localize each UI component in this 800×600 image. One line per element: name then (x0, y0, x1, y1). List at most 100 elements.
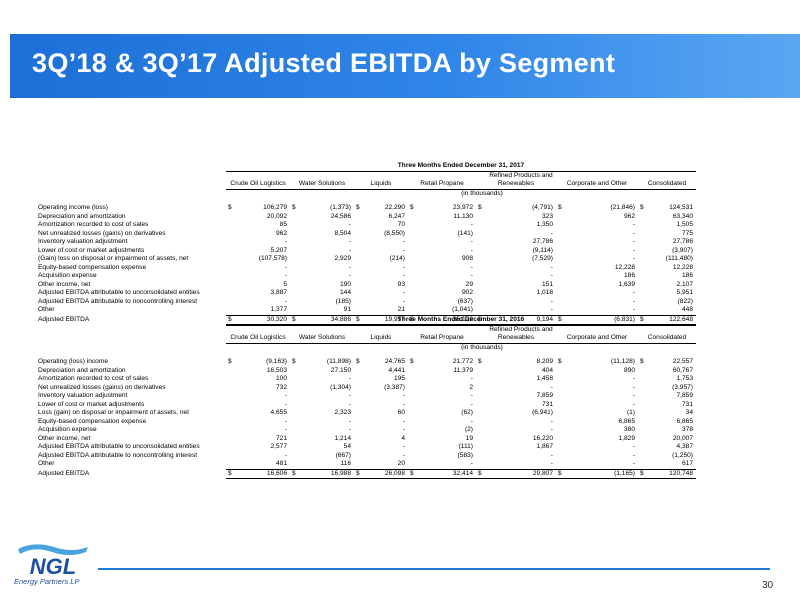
cell-value: - (284, 392, 287, 399)
total-value: 26,098 (364, 468, 408, 479)
blank-cell (566, 171, 696, 180)
blank-cell (354, 392, 364, 401)
cell-value: 481 (275, 460, 287, 467)
col-header: Liquids (354, 180, 408, 190)
blank-cell (556, 230, 566, 239)
blank-cell (354, 213, 364, 222)
blank-cell (638, 409, 648, 418)
cell-value: 16,220 (532, 434, 553, 442)
total-value: (1,165) (566, 468, 638, 479)
cell-value: 124,531 (669, 204, 693, 211)
cell-value: (3,957) (672, 383, 693, 391)
blank-cell (408, 255, 418, 264)
cell-value: (7,529) (532, 255, 553, 262)
blank-cell (226, 392, 236, 401)
blank-cell (290, 298, 300, 307)
cell-value: 11,130 (453, 212, 473, 220)
cell-value: 1,018 (536, 289, 553, 296)
blank-cell (226, 189, 408, 198)
blank-cell (556, 401, 566, 410)
blank-cell (290, 460, 300, 469)
blank-cell (556, 255, 566, 264)
dollar-sign: $ (408, 468, 418, 479)
cell-value: (667) (335, 451, 351, 459)
blank-cell (476, 255, 486, 264)
row-label: Equity-based compensation expense (38, 263, 147, 271)
blank-cell (408, 384, 418, 393)
blank-cell (476, 272, 486, 281)
cell-value: 91 (343, 306, 351, 313)
blank-cell (408, 289, 418, 298)
cell-value: 22,290 (384, 204, 405, 211)
cell-value: - (632, 229, 635, 237)
blank-cell (408, 435, 418, 444)
cell-value: - (284, 426, 287, 433)
total-row: Adjusted EBITDA $16,606 $16,988 $26,098 $32,… (36, 468, 696, 479)
col-header: Consolidated (638, 180, 696, 190)
row-label: Amortization recorded to cost of sales (38, 221, 149, 228)
blank-cell (638, 213, 648, 222)
period-label: Three Months Ended December 31, 2016 (226, 316, 696, 326)
cell-value: - (402, 238, 405, 245)
total-label: Adjusted EBITDA (38, 315, 90, 323)
row-label: Other income, net (38, 280, 91, 288)
col-header: Retail Propane (408, 334, 476, 344)
blank-cell (290, 384, 300, 393)
blank-cell (226, 255, 236, 264)
cell-value: (9,114) (532, 246, 553, 254)
blank-cell (556, 343, 696, 352)
table-row: Lower of cost or market adjustments 5,207… (36, 247, 696, 256)
blank-cell (476, 298, 486, 307)
blank-cell (476, 384, 486, 393)
cell-value: 775 (681, 229, 693, 237)
cell-value: 448 (681, 306, 693, 313)
row-label: Adjusted EBITDA attributable to unconsol… (38, 289, 200, 296)
blank-cell (290, 418, 300, 427)
table-row: Net unrealized losses (gains) on derivat… (36, 384, 696, 393)
cell-value: (3,387) (384, 383, 405, 391)
cell-value: (111) (458, 443, 473, 450)
cell-value: 24,586 (330, 212, 351, 220)
blank-cell (556, 384, 566, 393)
blank-cell (638, 255, 648, 264)
cell-value: 20,007 (672, 434, 693, 442)
blank-cell (226, 325, 476, 334)
cell-value: 27,786 (532, 238, 553, 245)
cell-value: - (470, 400, 473, 408)
cell-value: (11,128) (610, 358, 635, 365)
blank-cell (638, 289, 648, 298)
cell-value: 12,228 (672, 263, 693, 271)
cell-value: (822) (677, 297, 693, 305)
row-label: Net unrealized losses (gains) on derivat… (38, 229, 166, 237)
dollar-sign: $ (226, 468, 236, 479)
blank-cell (290, 401, 300, 410)
blank-cell (36, 171, 226, 180)
cell-value: 908 (461, 255, 473, 262)
dollar-sign: $ (640, 204, 644, 211)
table-row: (Gain) loss on disposal or impairment of… (36, 255, 696, 264)
blank-cell (354, 272, 364, 281)
dollar-sign: $ (478, 204, 482, 211)
cell-value: - (284, 263, 287, 271)
blank-cell (226, 375, 236, 384)
cell-value: (1) (626, 409, 635, 416)
col-header: Consolidated (638, 334, 696, 344)
table-row: Adjusted EBITDA attributable to noncontr… (36, 452, 696, 461)
blank-cell (408, 460, 418, 469)
header-row: Crude Oil Logistics Water Solutions Liquid… (36, 334, 696, 344)
blank-cell (290, 306, 300, 315)
cell-value: - (402, 426, 405, 433)
cell-value: 2,929 (334, 255, 351, 262)
cell-value: 7,859 (536, 392, 553, 399)
blank-cell (226, 213, 236, 222)
dollar-sign: $ (410, 204, 414, 211)
cell-value: - (632, 392, 635, 399)
table-row: Acquisition expense - - - - - 186 186 (36, 272, 696, 281)
cell-value: (141) (457, 229, 473, 237)
cell-value: - (632, 246, 635, 254)
blank-cell (354, 289, 364, 298)
cell-value: 732 (275, 383, 287, 391)
ngl-logo-mark: NGL (18, 544, 88, 579)
cell-value: 1,639 (618, 280, 635, 288)
row-label: Adjusted EBITDA attributable to noncontr… (38, 297, 198, 305)
